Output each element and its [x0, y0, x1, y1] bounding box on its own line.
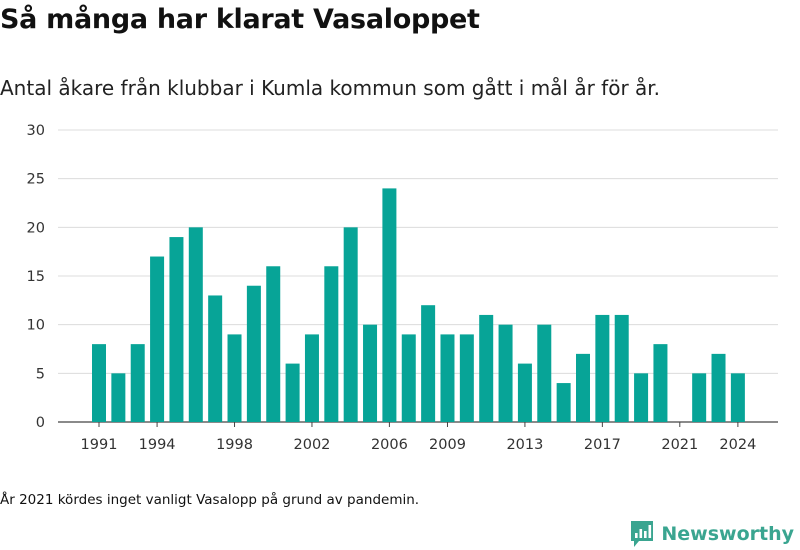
x-tick-label: 2006 [371, 437, 408, 453]
x-tick-label: 1998 [216, 437, 253, 453]
x-tick-label: 2009 [429, 437, 466, 453]
bar-2004 [343, 227, 358, 422]
bar-2008 [421, 305, 436, 422]
bar-2024 [730, 373, 745, 422]
bar-2000 [266, 266, 281, 422]
y-axis-ticks: 0 5 10 15 20 25 30 [27, 123, 45, 431]
bar-chart: 0 5 10 15 20 25 30 1991 1994 1998 2002 2006 2009 201… [27, 123, 778, 453]
y-tick-label: 0 [36, 415, 45, 431]
bar-1999 [246, 285, 261, 422]
bar-2019 [634, 373, 649, 422]
bar-2011 [479, 314, 494, 422]
bar-2012 [498, 324, 513, 422]
bar-2022 [692, 373, 707, 422]
bar-1998 [227, 334, 242, 422]
bar-2018 [614, 314, 629, 422]
y-tick-label: 20 [27, 220, 45, 236]
bar-1997 [208, 295, 223, 422]
x-tick-label: 2002 [294, 437, 331, 453]
x-tick-label: 2013 [506, 437, 543, 453]
y-tick-label: 5 [36, 366, 45, 382]
bar-2023 [711, 353, 726, 422]
bar-2010 [459, 334, 474, 422]
bar-2003 [324, 266, 339, 422]
bar-2007 [401, 334, 416, 422]
bar-1996 [188, 227, 203, 422]
bar-2001 [285, 363, 300, 422]
brand-name: Newsworthy [661, 523, 794, 545]
x-axis-ticks: 1991 1994 1998 2002 2006 2009 2013 2017 2021 2024 [81, 422, 756, 453]
bar-2015 [556, 383, 571, 422]
y-tick-label: 15 [27, 269, 45, 285]
bar-2014 [537, 324, 552, 422]
bar-2020 [653, 344, 668, 422]
x-tick-label: 2017 [584, 437, 621, 453]
chart-subtitle: Antal åkare från klubbar i Kumla kommun … [0, 76, 661, 100]
bar-2002 [304, 334, 319, 422]
x-tick-label: 2021 [661, 437, 698, 453]
x-tick-label: 2024 [719, 437, 756, 453]
bar-2009 [440, 334, 455, 422]
bar-1992 [111, 373, 126, 422]
footnote: År 2021 kördes inget vanligt Vasalopp på… [0, 492, 420, 508]
x-tick-label: 1994 [139, 437, 176, 453]
chart-title: Så många har klarat Vasaloppet [0, 4, 480, 35]
bar-1993 [130, 344, 145, 422]
bar-1994 [150, 256, 165, 422]
gridlines [58, 129, 778, 423]
bar-2005 [363, 324, 378, 422]
bar-2006 [382, 188, 397, 422]
x-tick-label: 1991 [81, 437, 118, 453]
y-tick-label: 30 [27, 123, 45, 139]
y-tick-label: 25 [27, 172, 45, 188]
brand-logo: Newsworthy [630, 520, 794, 548]
bar-2017 [595, 314, 610, 422]
bar-2016 [576, 353, 590, 422]
bar-1991 [92, 344, 106, 422]
newsworthy-chart-logo-icon [631, 521, 654, 547]
bars [92, 188, 745, 422]
bar-1995 [169, 237, 184, 422]
bar-2013 [517, 363, 532, 422]
y-tick-label: 10 [27, 318, 45, 334]
